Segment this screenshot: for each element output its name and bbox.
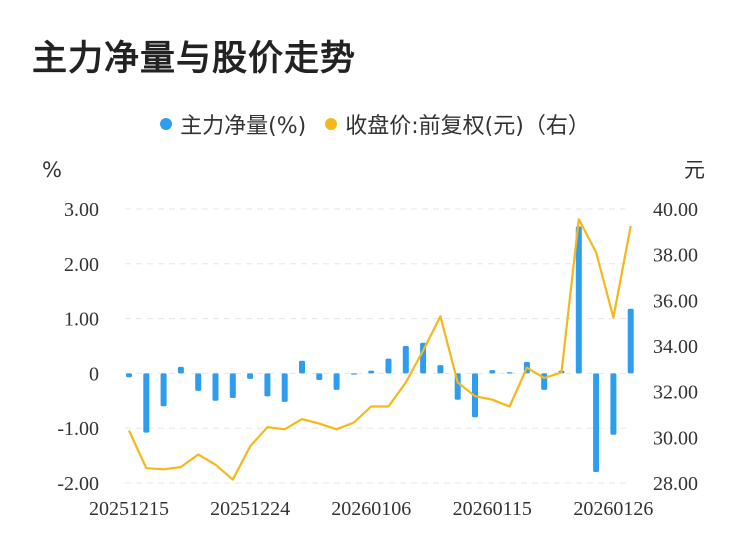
net-volume-bar <box>264 373 271 397</box>
net-volume-bar <box>489 370 496 374</box>
net-volume-bar <box>627 308 634 374</box>
left-tick-label: 0 <box>89 363 99 385</box>
close-price-line <box>128 218 632 481</box>
left-axis-ticks: 3.00 2.00 1.00 0 -1.00 -2.00 <box>57 199 99 495</box>
right-tick-label: 40.00 <box>653 199 698 221</box>
x-axis-ticks: 20251215 20251224 20260106 20260115 20260126 <box>89 498 653 520</box>
net-volume-bar <box>143 373 150 433</box>
left-tick-label: 2.00 <box>64 254 99 276</box>
net-volume-bar <box>593 373 600 473</box>
net-volume-bar <box>229 373 236 399</box>
legend-bar-dot-icon <box>160 118 173 130</box>
net-volume-bar <box>177 366 184 374</box>
net-volume-bar <box>212 373 219 401</box>
right-axis-unit: 元 <box>684 158 705 182</box>
net-volume-bar <box>333 373 340 390</box>
x-tick-label: 20260115 <box>453 498 532 520</box>
right-axis-ticks: 40.00 38.00 36.00 34.00 32.00 30.00 28.00 <box>653 199 698 495</box>
close-price-line-layer <box>128 218 632 481</box>
left-tick-label: 1.00 <box>64 309 99 331</box>
left-tick-label: 3.00 <box>64 199 99 221</box>
net-volume-bar <box>350 373 357 375</box>
net-volume-bar <box>247 373 254 379</box>
right-tick-label: 36.00 <box>653 290 698 312</box>
net-volume-bar <box>385 358 392 374</box>
x-tick-label: 20251224 <box>210 498 290 520</box>
net-volume-bar <box>281 373 288 402</box>
right-tick-label: 34.00 <box>653 336 698 358</box>
net-volume-bar <box>368 370 375 374</box>
right-tick-label: 38.00 <box>653 245 698 267</box>
gridlines <box>125 208 627 484</box>
left-tick-label: -2.00 <box>57 473 99 495</box>
net-volume-bar <box>195 373 202 391</box>
right-tick-label: 32.00 <box>653 382 698 404</box>
x-tick-label: 20260106 <box>331 498 411 520</box>
left-tick-label: -1.00 <box>57 418 99 440</box>
right-tick-label: 30.00 <box>653 427 698 449</box>
legend-bar-label: 主力净量(%) <box>180 114 307 139</box>
legend-item-net-volume[interactable]: 主力净量(%) <box>160 108 306 140</box>
right-tick-label: 28.00 <box>653 473 698 495</box>
net-volume-bar <box>610 373 617 435</box>
legend-line-label: 收盘价:前复权(元)（右） <box>345 114 590 139</box>
left-axis-unit: % <box>42 158 62 182</box>
net-volume-bar <box>506 372 513 374</box>
net-volume-bar <box>126 373 132 378</box>
net-volume-bar <box>437 365 444 374</box>
x-tick-label: 20251215 <box>89 498 169 520</box>
net-volume-bar <box>316 373 323 380</box>
chart-title: 主力净量与股价走势 <box>32 39 357 79</box>
net-volume-bar <box>160 373 167 407</box>
x-tick-label: 20260126 <box>573 498 653 520</box>
net-volume-bars <box>126 226 634 473</box>
legend-line-dot-icon <box>325 118 338 130</box>
net-volume-bar <box>402 346 409 374</box>
legend: 主力净量(%) 收盘价:前复权(元)（右） <box>0 108 750 140</box>
net-volume-bar <box>420 342 427 374</box>
legend-item-close-price[interactable]: 收盘价:前复权(元)（右） <box>325 108 590 140</box>
net-volume-bar <box>575 226 582 374</box>
net-volume-bar <box>299 360 305 374</box>
